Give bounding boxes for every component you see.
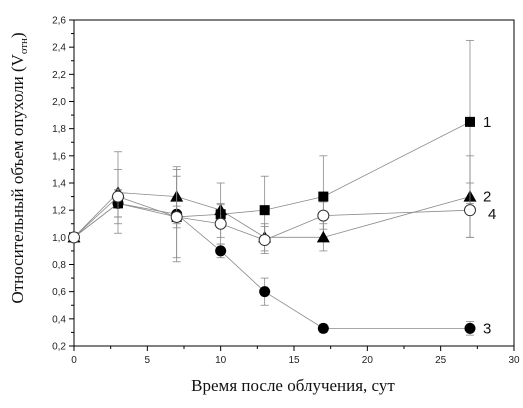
series-3-label: 3 bbox=[483, 320, 491, 337]
series-4-point-1 bbox=[112, 190, 124, 203]
plot-frame bbox=[73, 19, 515, 347]
series-3-point-4 bbox=[259, 286, 271, 298]
x-tick-label-4: 20 bbox=[362, 355, 374, 366]
series-4-point-3 bbox=[214, 217, 227, 230]
y-tick-label-9: 2,0 bbox=[52, 97, 66, 108]
series-1-label: 1 bbox=[483, 114, 491, 131]
y-axis-title-subscript: отн bbox=[18, 38, 30, 54]
x-tick-label-2: 10 bbox=[215, 355, 227, 366]
axes: 0 5 10 15 20 25 30 0,2 0,4 0,6 0,8 1,0 1,2 1,4 1,6 1,8 2… bbox=[52, 16, 520, 367]
y-tick-label-6: 1,4 bbox=[52, 179, 66, 190]
series-1: 1 bbox=[69, 39, 491, 245]
y-tick-label-11: 2,4 bbox=[52, 43, 66, 54]
x-axis-title: Время после облучения, сут bbox=[191, 376, 395, 395]
series-3-point-5 bbox=[317, 322, 329, 334]
y-tick-label-5: 1,2 bbox=[52, 206, 66, 217]
y-tick-label-2: 0,6 bbox=[52, 287, 66, 298]
series-4-point-0 bbox=[68, 231, 80, 244]
y-axis-title: Относительный объем опухоли (Vотн) bbox=[8, 32, 30, 303]
series-4-point-6 bbox=[464, 204, 476, 217]
series-4-point-4 bbox=[258, 234, 271, 247]
series-4-point-2 bbox=[170, 210, 183, 223]
series-2-line bbox=[73, 192, 471, 238]
y-tick-label-4: 1,0 bbox=[52, 233, 66, 244]
series-4-point-5 bbox=[317, 209, 330, 222]
y-tick-label-10: 2,2 bbox=[52, 70, 66, 81]
series-1-point-5 bbox=[318, 191, 329, 202]
series-3-point-3 bbox=[215, 245, 227, 257]
y-tick-label-12: 2,6 bbox=[52, 16, 66, 27]
y-axis-title-main: Относительный объем опухоли (V bbox=[8, 53, 27, 303]
y-axis-title-tail: ) bbox=[8, 32, 27, 38]
y-tick-label-8: 1,8 bbox=[52, 124, 66, 135]
series-3-line bbox=[73, 202, 470, 329]
y-tick-label-3: 0,8 bbox=[52, 260, 66, 271]
x-tick-label-3: 15 bbox=[288, 355, 300, 366]
x-tick-label-0: 0 bbox=[71, 355, 77, 366]
series-layer: 1 2 3 4 bbox=[67, 39, 496, 337]
y-tick-label-1: 0,4 bbox=[52, 314, 66, 325]
series-2-label: 2 bbox=[483, 189, 491, 206]
x-tick-label-6: 30 bbox=[508, 355, 520, 366]
y-tick-label-0: 0,2 bbox=[52, 342, 66, 353]
series-1-point-4 bbox=[259, 205, 270, 216]
series-4-line bbox=[73, 196, 471, 241]
series-2-point-5 bbox=[316, 230, 330, 243]
series-3-point-6 bbox=[464, 322, 476, 334]
series-1-line bbox=[73, 121, 471, 238]
series-3: 3 bbox=[68, 166, 491, 337]
x-tick-label-5: 25 bbox=[435, 355, 447, 366]
series-4-label: 4 bbox=[488, 206, 496, 223]
series-4: 4 bbox=[68, 169, 496, 259]
series-1-point-6 bbox=[465, 116, 475, 127]
x-tick-label-1: 5 bbox=[145, 355, 151, 366]
y-tick-label-7: 1,6 bbox=[52, 151, 66, 162]
